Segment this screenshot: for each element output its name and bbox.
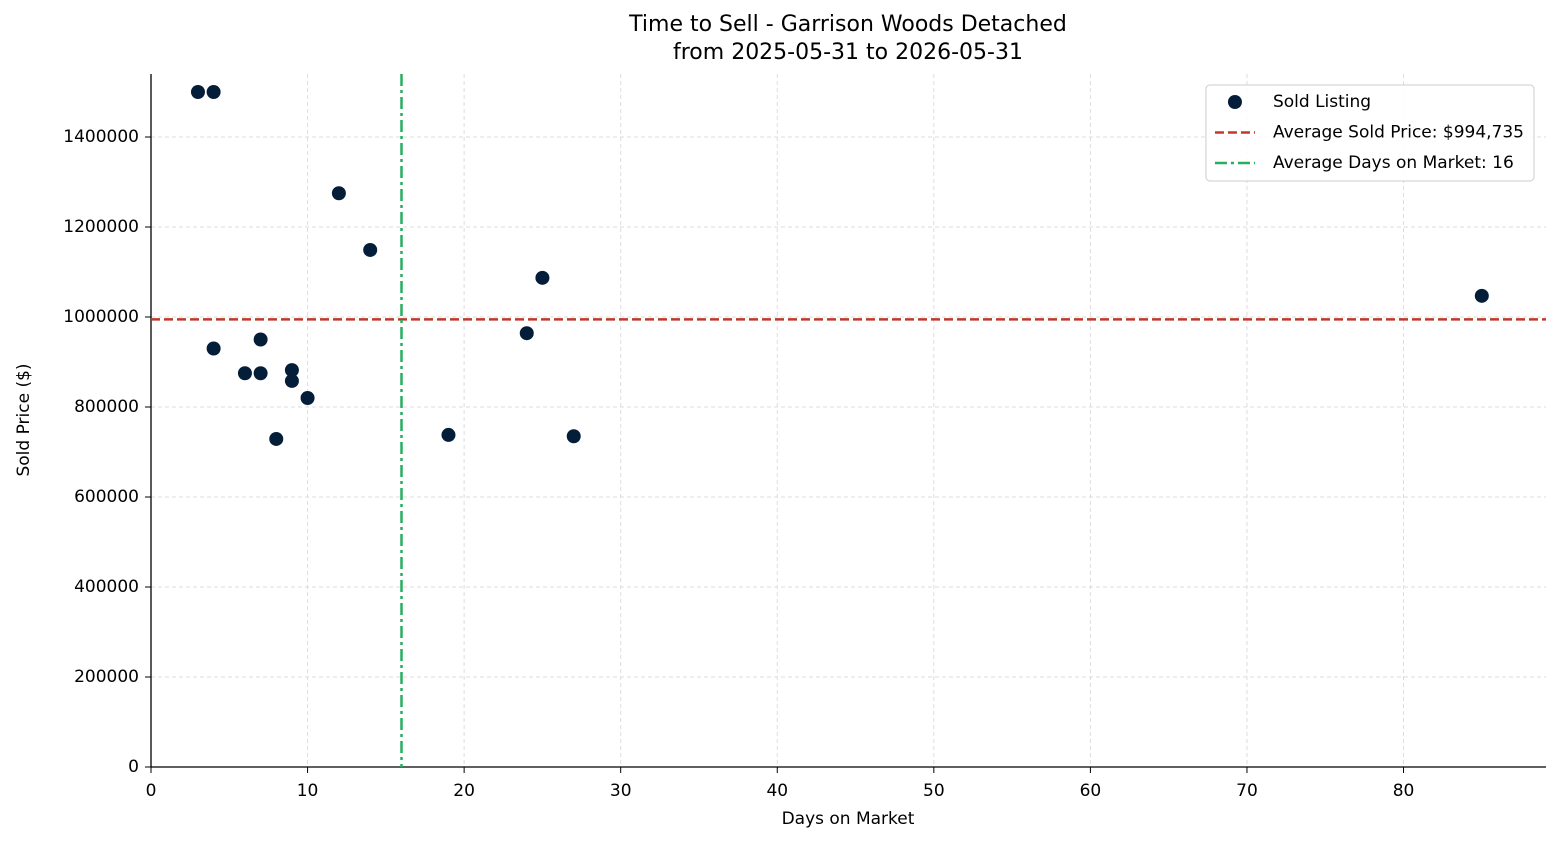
x-tick-label: 40 [766, 781, 788, 801]
point [284, 363, 299, 378]
chart-subtitle: from 2025-05-31 to 2026-05-31 [673, 40, 1023, 65]
y-tick-label: 1000000 [63, 307, 139, 327]
chart-title: Time to Sell - Garrison Woods Detached [628, 12, 1067, 37]
point [253, 366, 268, 381]
legend: Sold Listing Average Sold Price: $994,735… [1205, 84, 1535, 182]
x-tick-label: 10 [297, 781, 319, 801]
point [331, 186, 346, 201]
y-tick-label: 200000 [74, 667, 139, 687]
point [363, 242, 378, 257]
point [1474, 288, 1489, 303]
x-tick-label: 30 [610, 781, 632, 801]
legend-label: Average Days on Market: 16 [1273, 153, 1514, 173]
point [206, 85, 221, 99]
x-tick-label: 60 [1080, 781, 1102, 801]
y-tick-label: 1400000 [63, 127, 139, 147]
point [441, 427, 456, 442]
y-tick-label: 0 [128, 757, 139, 777]
point [190, 85, 205, 99]
y-tick-label: 400000 [74, 577, 139, 597]
point [269, 431, 284, 446]
point [253, 332, 268, 347]
point [519, 326, 534, 341]
legend-box [1205, 84, 1535, 182]
legend-label: Average Sold Price: $994,735 [1273, 123, 1524, 143]
legend-label: Sold Listing [1273, 92, 1371, 112]
point [237, 366, 252, 381]
y-tick-label: 600000 [74, 487, 139, 507]
point [535, 270, 550, 285]
y-tick-label: 1200000 [63, 217, 139, 237]
point [300, 391, 315, 405]
y-tick-label: 800000 [74, 397, 139, 417]
y-axis-label: Sold Price ($) [14, 363, 34, 476]
x-axis-label: Days on Market [782, 809, 915, 829]
x-tick-label: 70 [1236, 781, 1258, 801]
x-tick-label: 20 [453, 781, 475, 801]
point [206, 341, 221, 356]
point [284, 373, 299, 388]
x-tick-label: 80 [1393, 781, 1415, 801]
x-tick-label: 0 [146, 781, 157, 801]
x-tick-label: 50 [923, 781, 945, 801]
point [566, 429, 581, 444]
legend-marker [1227, 95, 1242, 109]
